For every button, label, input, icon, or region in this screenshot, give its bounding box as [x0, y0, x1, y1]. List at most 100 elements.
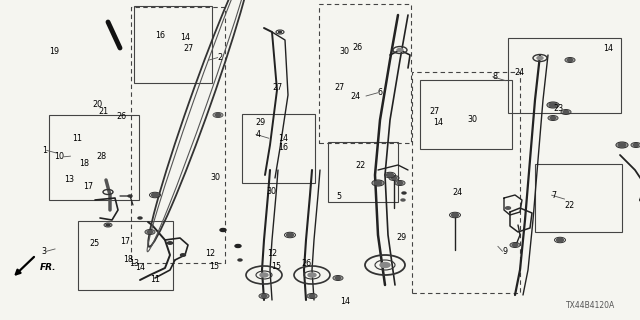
Text: 2: 2	[218, 53, 223, 62]
Bar	[508, 38, 621, 113]
Text: 7: 7	[552, 191, 557, 200]
Text: 14: 14	[433, 118, 444, 127]
Text: 5: 5	[337, 192, 342, 201]
Circle shape	[550, 116, 556, 119]
Text: 11: 11	[72, 134, 82, 143]
Text: 30: 30	[467, 116, 477, 124]
Circle shape	[128, 195, 132, 197]
Bar	[412, 72, 520, 293]
Circle shape	[397, 181, 403, 185]
Circle shape	[260, 273, 268, 277]
Text: 30: 30	[266, 188, 276, 196]
Circle shape	[387, 173, 394, 177]
Circle shape	[512, 244, 518, 246]
Circle shape	[152, 193, 159, 197]
Bar	[242, 114, 315, 183]
Text: 25: 25	[89, 239, 99, 248]
Text: 20: 20	[93, 100, 103, 109]
Circle shape	[106, 224, 110, 226]
Circle shape	[278, 31, 282, 33]
Text: 16: 16	[155, 31, 165, 40]
Circle shape	[309, 294, 315, 298]
Circle shape	[506, 207, 511, 209]
Circle shape	[549, 103, 557, 107]
Circle shape	[235, 244, 241, 247]
Text: 27: 27	[429, 108, 440, 116]
Bar	[78, 221, 173, 290]
Circle shape	[335, 276, 341, 279]
Circle shape	[401, 199, 405, 201]
Text: TX44B4120A: TX44B4120A	[566, 301, 616, 310]
Text: 1: 1	[42, 146, 47, 155]
Text: 16: 16	[278, 143, 289, 152]
Circle shape	[633, 143, 639, 147]
Text: 30: 30	[339, 47, 349, 56]
Circle shape	[380, 262, 390, 268]
Text: 15: 15	[209, 262, 220, 271]
Circle shape	[147, 230, 153, 234]
Text: 18: 18	[123, 255, 133, 264]
Text: 13: 13	[129, 260, 140, 268]
Text: 4: 4	[256, 130, 261, 139]
Text: 8: 8	[493, 72, 498, 81]
Circle shape	[618, 143, 626, 147]
Text: 11: 11	[150, 275, 160, 284]
Text: FR.: FR.	[40, 263, 56, 273]
Text: 18: 18	[79, 159, 90, 168]
Text: 30: 30	[211, 173, 221, 182]
Circle shape	[308, 273, 316, 277]
Bar	[134, 6, 212, 83]
Circle shape	[168, 242, 173, 244]
Circle shape	[537, 57, 543, 60]
Text: 15: 15	[271, 262, 282, 271]
Text: 24: 24	[452, 188, 462, 197]
Bar	[319, 4, 411, 143]
Text: 26: 26	[116, 112, 127, 121]
Circle shape	[374, 181, 382, 185]
Text: 14: 14	[278, 134, 289, 143]
Text: 24: 24	[350, 92, 360, 101]
Text: 14: 14	[603, 44, 613, 53]
Text: 14: 14	[340, 297, 351, 306]
Bar	[535, 164, 622, 232]
Bar	[420, 80, 512, 149]
Circle shape	[391, 177, 397, 180]
Circle shape	[397, 49, 403, 52]
Text: 23: 23	[553, 104, 563, 113]
Text: 26: 26	[301, 259, 312, 268]
Text: 19: 19	[49, 47, 60, 56]
Text: 27: 27	[334, 83, 344, 92]
Text: 24: 24	[515, 68, 525, 77]
Text: 12: 12	[268, 249, 278, 258]
Circle shape	[180, 254, 186, 256]
Text: 17: 17	[83, 182, 93, 191]
Text: 26: 26	[352, 44, 362, 52]
Text: 29: 29	[255, 118, 266, 127]
Text: 3: 3	[42, 247, 47, 256]
Text: 22: 22	[355, 161, 365, 170]
Text: 10: 10	[54, 152, 64, 161]
Text: 27: 27	[272, 83, 282, 92]
Circle shape	[451, 213, 458, 217]
Circle shape	[261, 294, 267, 298]
Circle shape	[138, 217, 142, 219]
Text: 14: 14	[180, 33, 191, 42]
Circle shape	[287, 233, 294, 237]
Text: 6: 6	[378, 88, 383, 97]
Text: 29: 29	[397, 233, 407, 242]
Circle shape	[567, 59, 573, 61]
Circle shape	[220, 228, 226, 231]
Circle shape	[238, 259, 242, 261]
Text: 21: 21	[99, 107, 109, 116]
Text: 28: 28	[96, 152, 106, 161]
Circle shape	[557, 238, 563, 242]
Text: 13: 13	[64, 175, 74, 184]
Bar	[328, 142, 398, 202]
Text: 27: 27	[183, 44, 193, 53]
Text: 14: 14	[135, 263, 145, 272]
Text: 17: 17	[120, 237, 131, 246]
Text: 12: 12	[205, 249, 215, 258]
Circle shape	[402, 192, 406, 194]
Bar	[131, 7, 225, 263]
Bar	[49, 115, 139, 200]
